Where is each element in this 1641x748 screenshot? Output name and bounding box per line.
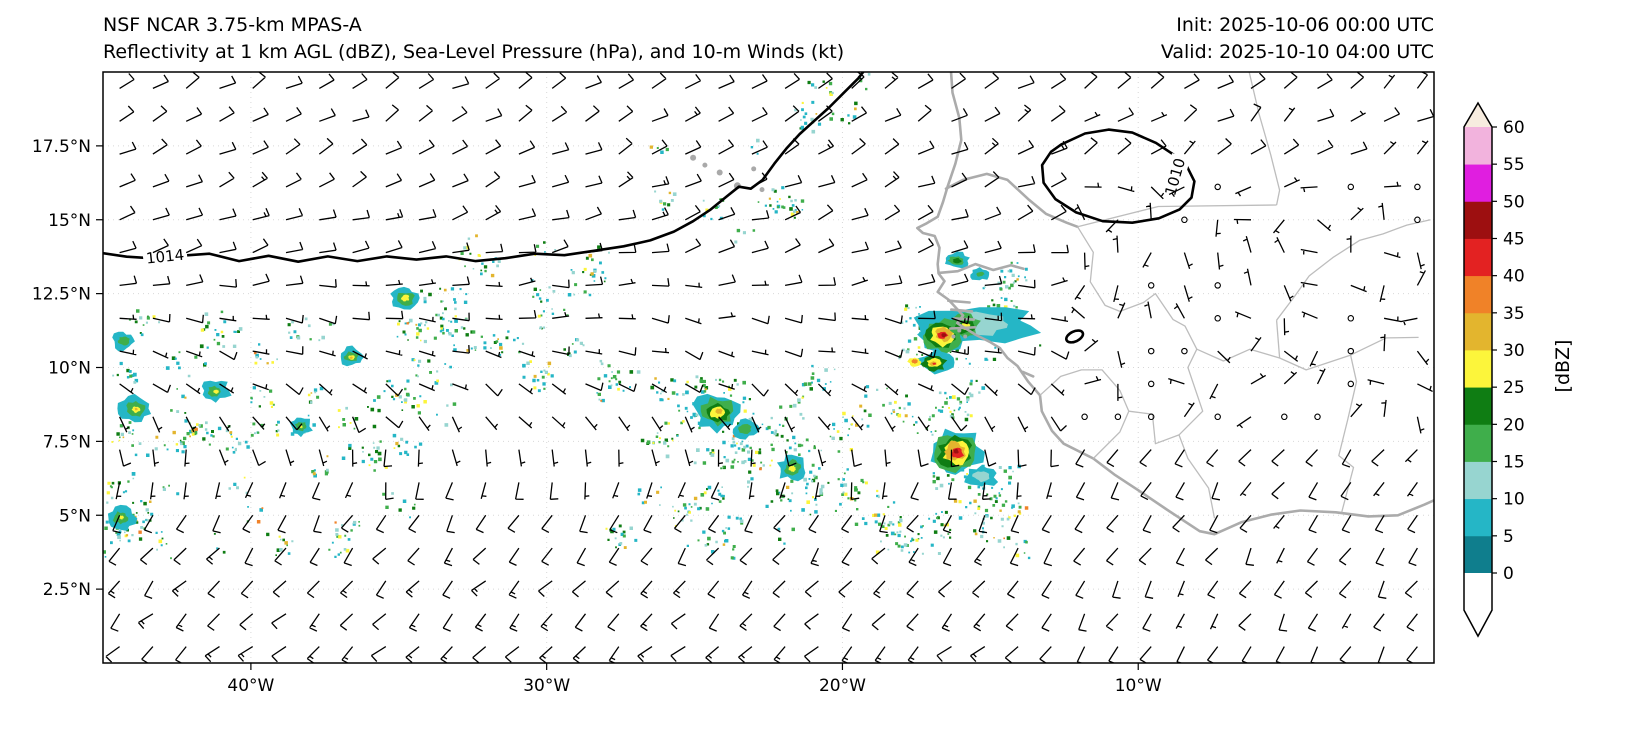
axis-ticks: 40°W 30°W 20°W 10°W 2.5°N 5°N 7.5°N 10°N 12.5°N 1… (32, 137, 1162, 696)
isobar-label-1014: 1014 (142, 244, 188, 269)
colorbar-tick-label: 30 (1503, 341, 1525, 361)
island (690, 154, 697, 161)
river-border (950, 308, 974, 313)
colorbar-tick-label: 50 (1503, 192, 1525, 212)
isobar-label-1010: 1010 (1159, 153, 1191, 201)
y-tick-label: 7.5°N (43, 432, 91, 452)
y-tick-label: 5°N (59, 506, 91, 526)
y-tick-label: 10°N (48, 359, 91, 379)
colorbar-tick-label: 20 (1503, 415, 1525, 435)
init-time-label: Init: 2025-10-06 00:00 UTC (1176, 14, 1434, 36)
colorbar-tick-label: 10 (1503, 490, 1525, 510)
isobar-closed-low (1065, 329, 1085, 344)
x-tick-label: 30°W (523, 676, 570, 696)
y-tick-label: 12.5°N (32, 285, 91, 305)
colorbar-tick-label: 60 (1503, 118, 1525, 138)
x-tick-label: 20°W (819, 676, 866, 696)
island (751, 166, 757, 172)
colorbar-tick-label: 25 (1503, 378, 1525, 398)
island (702, 162, 708, 168)
river-border (949, 326, 977, 330)
island (957, 328, 962, 333)
y-tick-label: 15°N (48, 211, 91, 231)
colorbar-tick-label: 35 (1503, 304, 1525, 324)
river-border (952, 317, 976, 321)
country-border (1276, 219, 1431, 321)
colorbar-tick-label: 45 (1503, 229, 1525, 249)
graticule (103, 72, 1434, 663)
country-border (1128, 410, 1180, 445)
figure-title-line1: NSF NCAR 3.75-km MPAS-A (103, 14, 362, 36)
country-border (1077, 226, 1216, 519)
colorbar: 0 5 10 15 20 25 30 35 40 45 50 55 60 (1463, 101, 1525, 638)
colorbar-tick-label: 15 (1503, 452, 1525, 472)
country-border (1039, 369, 1130, 412)
country-border (1248, 72, 1281, 206)
island (951, 334, 956, 339)
wind-barbs (105, 72, 1434, 663)
figure-title-line2: Reflectivity at 1 km AGL (dBZ), Sea-Leve… (103, 41, 845, 63)
y-tick-label: 2.5°N (43, 580, 91, 600)
country-border (1092, 410, 1130, 459)
colorbar-tick-label: 0 (1503, 564, 1514, 584)
island (716, 169, 723, 176)
x-tick-label: 10°W (1115, 676, 1162, 696)
island (963, 334, 968, 339)
country-border (1196, 348, 1351, 371)
colorbar-tick-label: 40 (1503, 267, 1525, 287)
river-border (937, 262, 1025, 275)
isobar-1010 (1040, 128, 1196, 224)
country-border (1350, 336, 1419, 356)
river-border (1021, 370, 1035, 378)
west-africa-coastline (916, 72, 1434, 536)
pressure-contours: 1014 1010 (103, 72, 1196, 344)
river-border (947, 299, 971, 304)
colorbar-axis-label: [dBZ] (1552, 339, 1574, 393)
country-border (1338, 354, 1358, 513)
storm-cells (107, 251, 1042, 531)
island (759, 187, 765, 193)
colorbar-tick-label: 55 (1503, 155, 1525, 175)
country-border (1275, 320, 1281, 359)
valid-time-label: Valid: 2025-10-10 04:00 UTC (1160, 41, 1434, 63)
country-border (1077, 204, 1277, 228)
isobar-1014 (103, 72, 865, 263)
reflectivity-speckles (103, 72, 1042, 560)
x-tick-label: 40°W (227, 676, 274, 696)
colorbar-tick-label: 5 (1503, 527, 1514, 547)
y-tick-label: 17.5°N (32, 137, 91, 157)
